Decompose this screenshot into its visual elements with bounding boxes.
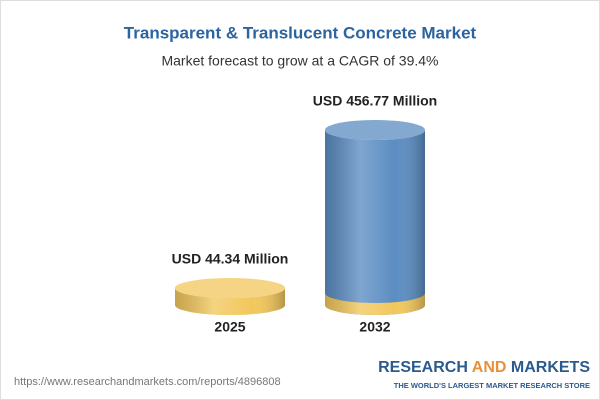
cylinder-top <box>175 278 285 299</box>
logo-part: MARKETS <box>511 359 590 376</box>
cylinder-top <box>325 120 425 140</box>
x-tick-label: 2032 <box>359 319 390 335</box>
logo-tagline: THE WORLD'S LARGEST MARKET RESEARCH STOR… <box>394 381 590 390</box>
logo-part: RESEARCH <box>378 359 468 376</box>
value-label: USD 456.77 Million <box>313 93 437 109</box>
cylinder-shade <box>175 288 285 315</box>
cylinder-top-shine <box>325 120 425 140</box>
logo-part: AND <box>472 359 507 376</box>
cylinder-top-shine <box>175 278 285 299</box>
logo: RESEARCH AND MARKETS <box>378 359 590 376</box>
cylinder-shade <box>325 130 425 315</box>
value-label: USD 44.34 Million <box>172 251 289 267</box>
chart-subtitle: Market forecast to grow at a CAGR of 39.… <box>161 53 438 69</box>
source-url: https://www.researchandmarkets.com/repor… <box>14 376 281 388</box>
x-tick-label: 2025 <box>214 319 245 335</box>
chart-title: Transparent & Translucent Concrete Marke… <box>124 23 477 42</box>
